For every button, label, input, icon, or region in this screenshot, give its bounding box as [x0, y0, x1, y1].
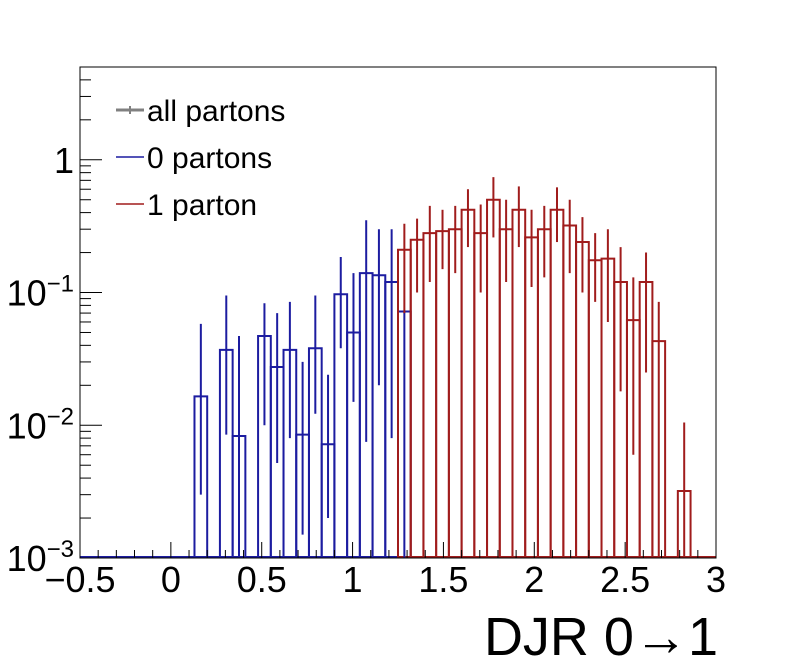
y-tick-label: 10−1 — [7, 271, 74, 314]
series-layer — [80, 177, 716, 558]
x-tick-label: 2.5 — [600, 559, 650, 600]
series-1-parton — [397, 177, 692, 558]
x-tick-label: 0.5 — [237, 559, 287, 600]
x-tick-label: 3 — [706, 559, 726, 600]
legend-item: 0 partons — [116, 142, 272, 175]
y-tick-label: 10−2 — [7, 403, 74, 446]
legend-item: all partons — [116, 95, 285, 128]
histogram-bin — [231, 336, 247, 558]
legend-item: 1 parton — [116, 189, 257, 222]
y-tick-label: 1 — [54, 140, 74, 181]
x-tick-label: 1 — [343, 559, 363, 600]
x-axis-label: DJR 0→1 — [484, 607, 718, 667]
x-axis: −0.5 0 0.5 1 1.5 2 2.5 3 — [44, 542, 726, 600]
x-tick-label: 0 — [161, 559, 181, 600]
y-tick-label: 10−3 — [7, 536, 74, 579]
histogram-bin — [676, 422, 692, 558]
plot-frame — [79, 66, 717, 559]
y-axis: 1 10−1 10−2 10−3 — [7, 66, 102, 579]
legend-label: 1 parton — [147, 189, 257, 222]
x-tick-label: 2 — [524, 559, 544, 600]
legend-label: all partons — [147, 95, 285, 128]
x-tick-label: −0.5 — [44, 559, 115, 600]
series-0-partons — [193, 220, 412, 558]
histogram-bin — [193, 323, 209, 558]
legend-label: 0 partons — [147, 142, 272, 175]
x-tick-label: 1.5 — [418, 559, 468, 600]
legend: all partons 0 partons 1 parton — [116, 95, 285, 222]
histogram-bin — [651, 301, 667, 558]
